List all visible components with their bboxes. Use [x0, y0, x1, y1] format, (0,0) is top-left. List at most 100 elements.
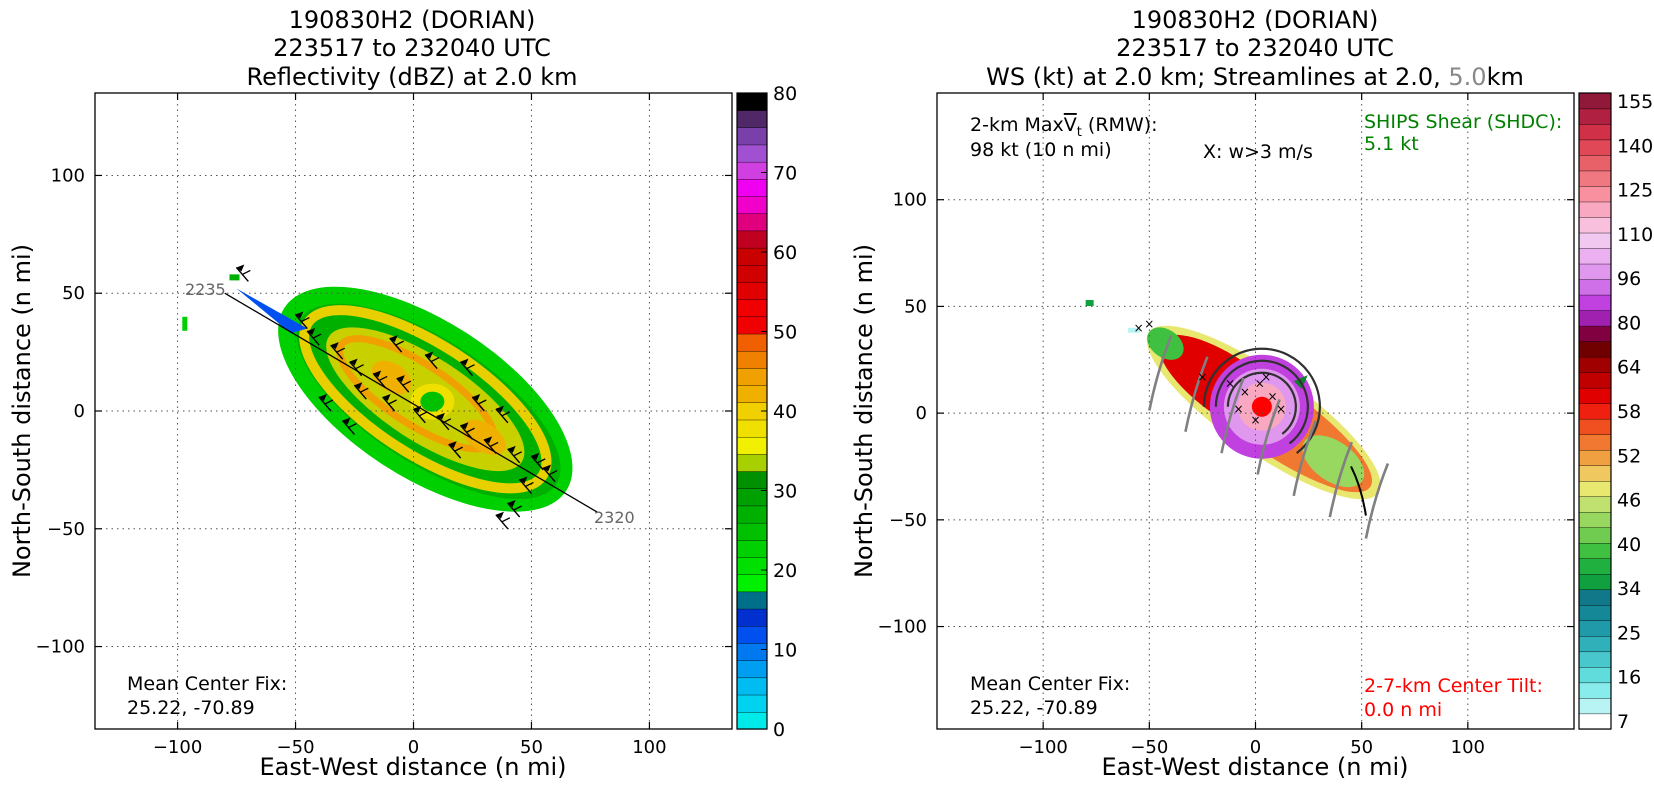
left-ylabel: North-South distance (n mi) [8, 244, 36, 578]
left-colorbar-segment [736, 660, 768, 679]
swath-yellow-band [299, 305, 552, 494]
wind-speed-colorbar: 7 16 25 34 40 46 52 58 64 80 96 110 125 140 155 [1578, 91, 1653, 733]
right-colorbar-label: 140 [1617, 135, 1653, 157]
wind-barbs [235, 264, 558, 530]
right-ytick-label: 50 [904, 296, 927, 317]
streamline-upper [1256, 398, 1281, 475]
wind-barb [530, 452, 546, 471]
updraft-x-marker: × [1240, 385, 1250, 399]
right-colorbar-segment [1578, 620, 1612, 637]
left-ytick-label: −50 [47, 519, 85, 540]
right-title-line-2: 223517 to 232040 UTC [1116, 34, 1394, 62]
updraft-x-marker: × [1134, 321, 1144, 335]
right-colorbar-label: 46 [1617, 490, 1641, 512]
wind-barb [483, 436, 499, 454]
right-colorbar-label: 34 [1617, 578, 1641, 600]
updraft-markers: ×××× ××× ×× ×× [1134, 317, 1286, 427]
left-colorbar-segment [736, 161, 768, 180]
eye [420, 391, 445, 412]
left-grid [95, 93, 732, 729]
right-colorbar-label: 52 [1617, 445, 1641, 467]
updraft-x-marker: × [1261, 370, 1271, 384]
wind-barb [495, 511, 511, 530]
isolated-wind-patch [1085, 300, 1094, 307]
left-colorbar-segment [736, 367, 768, 386]
updraft-x-marker: × [1255, 377, 1265, 391]
left-title-line-2: 223517 to 232040 UTC [273, 34, 551, 62]
right-colorbar-segment [1578, 511, 1612, 528]
right-xtick-label: 50 [1350, 737, 1373, 758]
right-colorbar-segment [1578, 651, 1612, 668]
swath-blue-edge [236, 288, 308, 334]
right-xtick-label: −100 [1018, 737, 1067, 758]
left-xtick-label: 0 [408, 737, 419, 758]
right-colorbar-segment [1578, 170, 1612, 187]
right-colorbar-label: 110 [1617, 224, 1653, 246]
wind-barb [412, 405, 428, 424]
left-colorbar-segment [736, 144, 768, 163]
reflectivity-plot: −100 −50 0 50 100 −100 −50 0 50 100 Mean Center F… [36, 92, 733, 758]
left-colorbar-label: 70 [773, 163, 797, 185]
left-colorbar-segment [736, 694, 768, 713]
left-center-fix-value: 25.22, -70.89 [127, 697, 255, 719]
left-colorbar-segment [736, 574, 768, 593]
updraft-x-marker: × [1225, 377, 1235, 391]
right-colorbar-segment [1578, 589, 1612, 606]
left-ytick-label: 100 [51, 165, 85, 186]
right-colorbar-segment [1578, 108, 1612, 125]
right-colorbar-label: 96 [1617, 268, 1641, 290]
left-colorbar-segment [736, 591, 768, 610]
left-title-line-3: Reflectivity (dBZ) at 2.0 km [247, 63, 578, 91]
right-colorbar-segment [1578, 185, 1612, 203]
left-ytick-label: 50 [62, 283, 85, 304]
left-xtick-label: 100 [632, 737, 666, 758]
right-colorbar-label: 25 [1617, 622, 1641, 644]
left-xtick-label: −50 [277, 737, 315, 758]
right-colorbar-segment [1578, 682, 1612, 699]
left-colorbar-segment [736, 264, 768, 283]
left-colorbar-segment [736, 556, 768, 575]
left-xlabel: East-West distance (n mi) [259, 753, 566, 781]
wind-barb [459, 422, 475, 440]
flight-track-line [224, 292, 598, 513]
right-colorbar-segment [1578, 309, 1612, 327]
left-colorbar-segment [736, 522, 768, 541]
right-colorbar-segment [1578, 527, 1612, 544]
left-colorbar-segment [736, 127, 768, 146]
left-colorbar-segment [736, 539, 768, 558]
right-colorbar-segment [1578, 247, 1612, 265]
left-colorbar-segment [736, 230, 768, 249]
left-colorbar-label: 0 [773, 719, 785, 741]
updraft-legend: X: w>3 m/s [1203, 141, 1313, 163]
wind-barb [235, 264, 251, 282]
left-colorbar-segment [736, 608, 768, 627]
wind-barb [353, 382, 369, 400]
tilt-label: 2-7-km Center Tilt: [1364, 675, 1543, 697]
shear-label: SHIPS Shear (SHDC): [1364, 111, 1562, 133]
left-colorbar-label: 80 [773, 83, 797, 105]
wind-barb [424, 351, 440, 370]
right-ticks: −100 −50 0 50 100 −100 −50 0 50 100 [878, 93, 1574, 758]
right-center-fix-label: Mean Center Fix: [970, 673, 1130, 695]
right-colorbar-frame [1578, 92, 1612, 730]
right-colorbar-label: 125 [1617, 180, 1653, 202]
right-ylabel: North-South distance (n mi) [850, 244, 878, 578]
right-ytick-label: 0 [916, 403, 927, 424]
right-colorbar-segment [1578, 573, 1612, 590]
streamline-upper [1148, 334, 1173, 411]
left-colorbar-segment [736, 333, 768, 352]
wind-barb [318, 394, 334, 412]
wind-barb [372, 370, 388, 388]
right-colorbar-segment [1578, 372, 1612, 389]
right-colorbar-segment [1578, 403, 1612, 420]
wind-barb [507, 445, 522, 464]
right-colorbar-segment [1578, 666, 1612, 684]
left-colorbar-segment [736, 385, 768, 404]
wind-barb [389, 335, 404, 353]
updraft-x-marker: × [1233, 402, 1243, 416]
right-colorbar-label: 80 [1617, 312, 1641, 334]
left-colorbar-label: 40 [773, 401, 797, 423]
right-colorbar-label: 155 [1617, 91, 1653, 113]
right-title-line-1: 190830H2 (DORIAN) [1132, 6, 1379, 34]
